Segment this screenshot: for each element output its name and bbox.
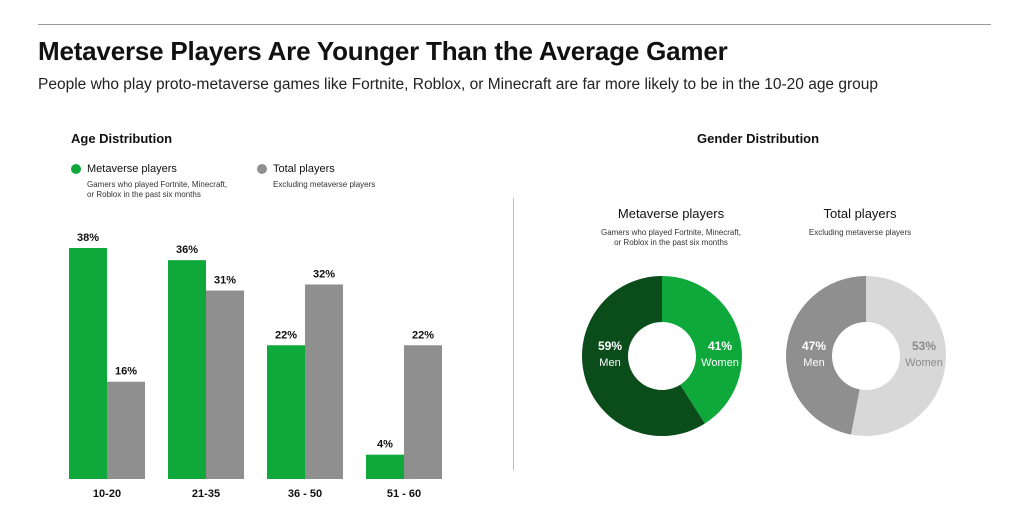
gender-section-title: Gender Distribution — [697, 131, 820, 146]
bar-metaverse-1 — [168, 260, 206, 479]
donut-label-metaverse-men: Men — [599, 357, 620, 369]
legend-item-total: Total players — [257, 163, 335, 175]
total-swatch — [257, 164, 267, 174]
donut-slice-total-women — [851, 276, 947, 436]
page-subtitle: People who play proto-metaverse games li… — [38, 76, 879, 93]
x-tick-label-2: 36 - 50 — [288, 488, 322, 500]
donut-value-metaverse-men: 59% — [598, 339, 622, 353]
donut-label-total-men: Men — [803, 357, 824, 369]
donut-value-total-men: 47% — [802, 339, 826, 353]
donut-slice-metaverse-men — [582, 276, 705, 436]
bar-label-metaverse-3: 4% — [377, 439, 393, 451]
section-divider — [513, 198, 514, 470]
donut-value-total-women: 53% — [912, 339, 936, 353]
donut-title-metaverse: Metaverse players — [617, 206, 725, 221]
bar-metaverse-2 — [267, 345, 305, 479]
donut-slice-metaverse-women — [662, 276, 742, 424]
bar-label-total-1: 31% — [214, 275, 236, 287]
donut-note-metaverse: Gamers who played Fortnite, Minecraft, o… — [600, 228, 742, 247]
x-tick-label-3: 51 - 60 — [387, 488, 421, 500]
legend-label-total: Total players — [273, 163, 335, 175]
bar-metaverse-0 — [69, 248, 107, 479]
gender-donut-charts: 41% Women 59% Men 53% Women 47% Men — [582, 276, 947, 436]
metaverse-swatch — [71, 164, 81, 174]
donut-label-total-women: Women — [905, 357, 943, 369]
bar-label-metaverse-2: 22% — [275, 329, 297, 341]
bar-total-3 — [404, 345, 442, 479]
bar-total-2 — [305, 284, 343, 479]
x-tick-label-0: 10-20 — [93, 488, 121, 500]
bar-label-total-0: 16% — [115, 366, 137, 378]
bar-total-1 — [206, 290, 244, 479]
legend-note-metaverse: Gamers who played Fortnite, Minecraft, o… — [87, 180, 228, 199]
age-section-title: Age Distribution — [71, 131, 173, 146]
legend-label-metaverse: Metaverse players — [87, 163, 177, 175]
age-bar-chart: 38% 16% 10-20 36% 31% 21-35 22% 32% 36 - 50 4% 22%… — [69, 232, 442, 500]
donut-note-total: Excluding metaverse players — [808, 228, 912, 237]
bar-label-total-3: 22% — [412, 329, 434, 341]
donut-title-total: Total players — [823, 206, 897, 221]
bar-metaverse-3 — [366, 454, 404, 479]
donut-value-metaverse-women: 41% — [708, 339, 732, 353]
bar-label-total-2: 32% — [313, 268, 335, 280]
top-rule — [38, 24, 991, 25]
legend-note-total: Excluding metaverse players — [273, 180, 376, 189]
page-title: Metaverse Players Are Younger Than the A… — [38, 36, 728, 66]
legend-item-metaverse: Metaverse players — [71, 163, 177, 175]
donut-slice-total-men — [786, 276, 866, 435]
x-tick-label-1: 21-35 — [192, 488, 220, 500]
bar-label-metaverse-0: 38% — [77, 232, 99, 244]
bar-total-0 — [107, 381, 145, 479]
donut-label-metaverse-women: Women — [701, 357, 739, 369]
bar-label-metaverse-1: 36% — [176, 244, 198, 256]
